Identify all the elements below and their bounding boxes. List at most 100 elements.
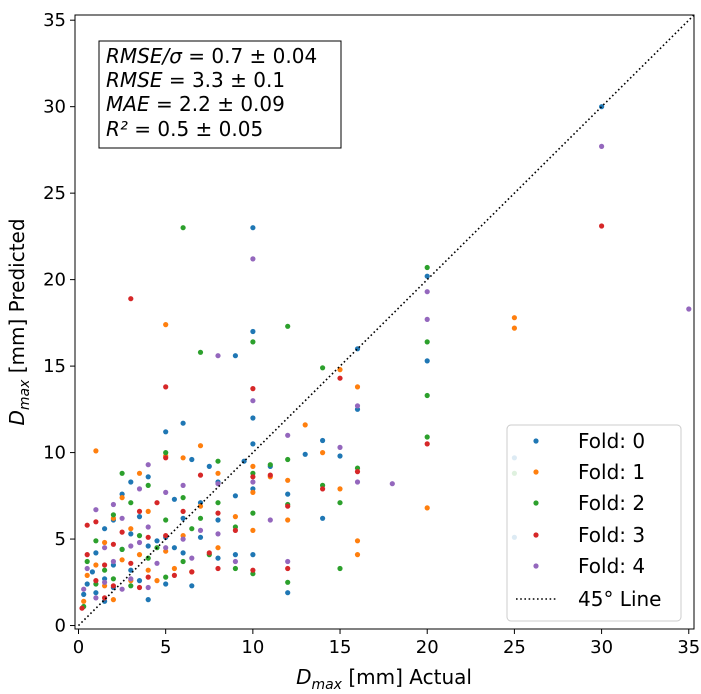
point-fold-0-6	[102, 526, 108, 532]
point-fold-2-44	[424, 339, 430, 345]
point-fold-1-35	[302, 422, 308, 428]
point-fold-2-25	[215, 500, 221, 506]
point-fold-0-34	[206, 463, 212, 469]
legend-label-fold-0: Fold: 0	[578, 429, 645, 453]
point-fold-4-31	[267, 517, 273, 523]
point-fold-1-42	[424, 505, 430, 511]
point-fold-3-18	[163, 455, 169, 461]
point-fold-4-38	[424, 289, 430, 295]
y-tick-label: 15	[43, 356, 66, 377]
point-fold-3-29	[250, 474, 256, 480]
x-axis-ticks: 0 5 10 15 20 25 30 35	[73, 629, 700, 658]
x-tick-label: 30	[590, 637, 613, 658]
point-fold-4-18	[163, 489, 169, 495]
point-fold-0-2	[89, 569, 95, 575]
legend-label-fold-1: Fold: 1	[578, 460, 645, 484]
legend-label-fold-2: Fold: 2	[578, 491, 645, 515]
point-fold-1-20	[171, 565, 177, 572]
point-fold-2-45	[424, 392, 430, 399]
point-fold-1-27	[215, 545, 221, 551]
point-fold-4-35	[354, 403, 361, 409]
point-fold-3-27	[232, 527, 238, 534]
point-fold-4-9	[119, 515, 125, 521]
point-fold-1-13	[136, 470, 143, 476]
point-fold-2-15	[163, 450, 169, 456]
point-fold-3-20	[171, 572, 177, 579]
point-fold-0-31	[189, 583, 195, 589]
point-fold-3-28	[250, 386, 256, 392]
stat-rmse-sigma: RMSE/σ = 0.7 ± 0.04	[106, 44, 317, 68]
point-fold-0-20	[145, 474, 151, 480]
point-fold-2-4	[102, 567, 108, 573]
point-fold-2-21	[189, 526, 195, 532]
point-fold-4-12	[136, 486, 143, 492]
stats-box: RMSE/σ = 0.7 ± 0.04 RMSE = 3.3 ± 0.1 MAE…	[98, 40, 342, 149]
y-tick-label: 20	[43, 270, 66, 291]
x-tick-label: 20	[416, 637, 439, 658]
stat-rmse: RMSE = 3.3 ± 0.1	[106, 68, 285, 92]
point-fold-1-31	[250, 527, 256, 534]
point-fold-0-49	[285, 491, 291, 497]
point-fold-2-37	[285, 579, 291, 585]
point-fold-4-11	[128, 576, 134, 582]
point-fold-3-12	[136, 508, 143, 514]
point-fold-4-30	[250, 479, 256, 485]
data-points	[79, 104, 692, 611]
point-fold-0-51	[302, 451, 308, 457]
point-fold-3-3	[93, 578, 99, 584]
point-fold-3-25	[215, 510, 221, 516]
legend-marker-fold-4	[533, 563, 539, 569]
point-fold-2-16	[163, 517, 169, 523]
point-fold-3-4	[93, 519, 99, 525]
point-fold-1-7	[110, 597, 116, 603]
point-fold-3-17	[163, 384, 169, 390]
point-fold-1-30	[250, 489, 256, 495]
x-tick-label: 10	[241, 637, 264, 658]
point-fold-3-10	[128, 296, 134, 302]
point-fold-3-7	[110, 541, 116, 547]
point-fold-2-17	[163, 574, 169, 580]
point-fold-1-5	[102, 539, 108, 546]
point-fold-3-26	[215, 565, 221, 572]
legend-label-fold-4: Fold: 4	[578, 554, 645, 578]
point-fold-4-1	[84, 565, 90, 572]
plot-border	[74, 14, 695, 630]
legend-frame	[506, 424, 682, 622]
point-fold-0-4	[93, 550, 99, 556]
point-fold-4-24	[215, 353, 221, 359]
point-fold-1-44	[511, 325, 517, 331]
point-fold-3-0	[79, 605, 85, 611]
point-fold-4-34	[337, 444, 343, 450]
point-fold-0-37	[215, 517, 221, 523]
legend: Fold: 0 Fold: 1 Fold: 2 Fold: 3 Fold: 4 …	[506, 424, 682, 622]
point-fold-0-61	[599, 104, 605, 110]
point-fold-1-16	[154, 578, 160, 584]
point-fold-3-5	[102, 562, 108, 568]
point-fold-1-25	[197, 503, 204, 509]
point-fold-0-36	[215, 555, 221, 561]
point-fold-4-17	[154, 560, 160, 566]
point-fold-2-35	[285, 456, 291, 463]
point-fold-3-36	[354, 469, 361, 475]
point-fold-1-34	[285, 517, 291, 523]
legend-label-45-line: 45° Line	[578, 587, 662, 611]
point-fold-4-40	[599, 143, 605, 149]
point-fold-3-22	[189, 569, 195, 575]
point-fold-4-23	[197, 527, 204, 534]
point-fold-2-38	[320, 365, 326, 371]
point-fold-2-3	[93, 538, 99, 544]
point-fold-1-1	[84, 572, 90, 579]
point-fold-1-11	[128, 526, 134, 532]
point-fold-0-14	[128, 479, 134, 485]
point-fold-1-41	[354, 552, 361, 558]
stats-box-frame	[98, 40, 342, 149]
point-fold-4-33	[285, 558, 291, 565]
y-axis-ticks: 0 5 10 15 20 25 30 35	[43, 10, 75, 637]
point-fold-1-9	[119, 495, 125, 501]
point-fold-3-34	[320, 486, 326, 492]
point-fold-4-7	[110, 558, 116, 565]
point-fold-3-35	[337, 375, 343, 381]
point-fold-4-41	[686, 306, 692, 312]
point-fold-3-38	[599, 223, 605, 229]
point-fold-2-29	[250, 339, 256, 345]
